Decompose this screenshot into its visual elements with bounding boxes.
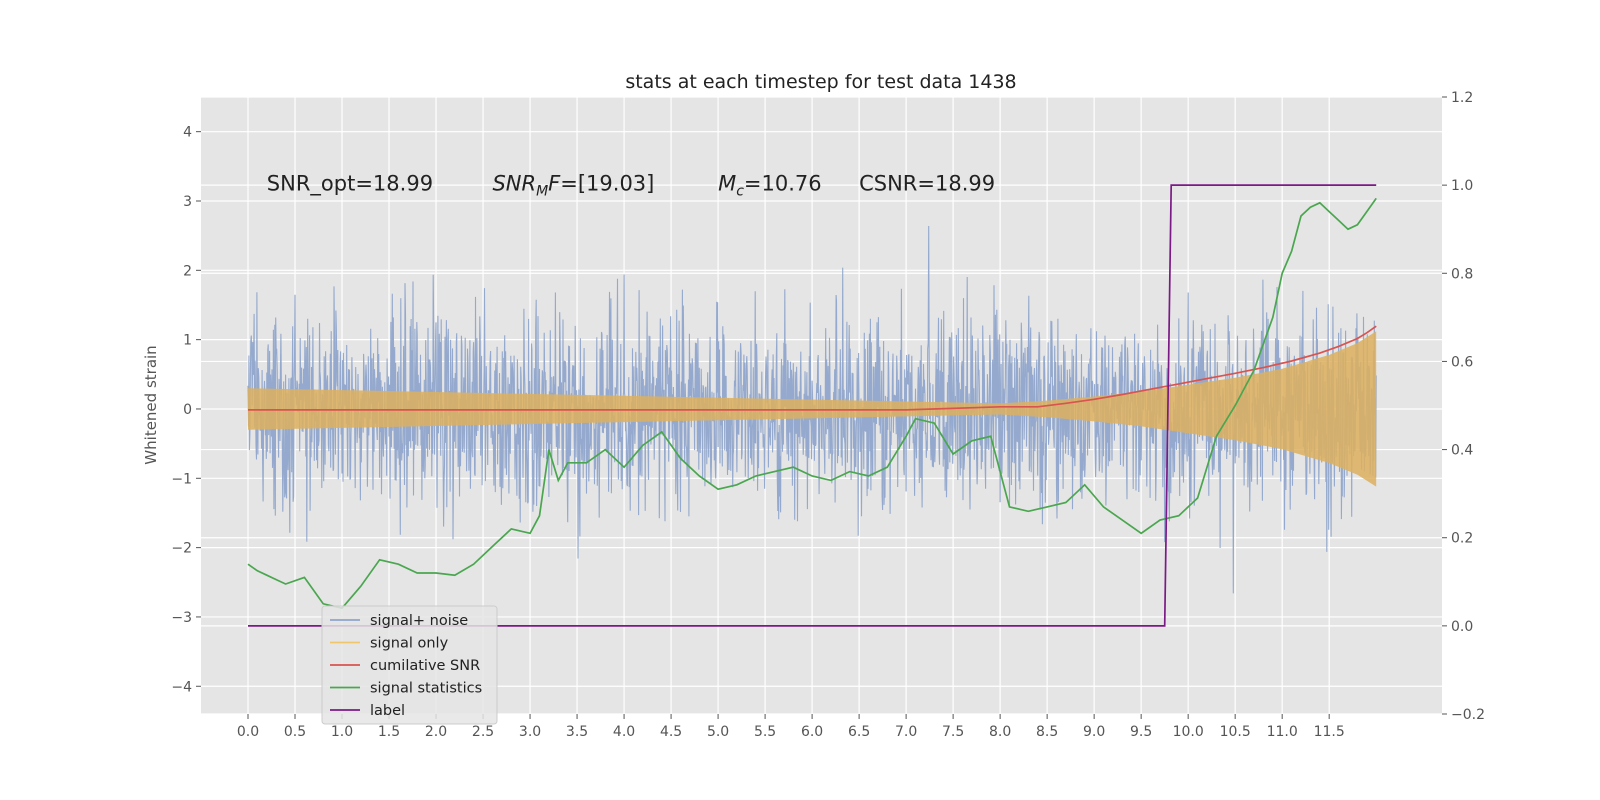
annotations: SNR_opt=18.99 SNRMF=[19.03] Mc=10.76 CSNR=1…	[267, 172, 995, 200]
x-tick-label: 11.0	[1267, 724, 1298, 740]
y-tick-label: −4	[171, 679, 192, 695]
y2-tick-label: 0.4	[1451, 443, 1473, 459]
y-tick-label: 0	[183, 402, 192, 418]
y2-tick-label: −0.2	[1451, 707, 1485, 723]
x-tick-label: 7.0	[895, 724, 917, 740]
x-tick-label: 9.5	[1130, 724, 1152, 740]
legend-label: cumilative SNR	[370, 658, 480, 674]
x-tick-label: 8.0	[989, 724, 1011, 740]
y2-tick-label: 0.2	[1451, 531, 1473, 547]
series-layer	[247, 184, 1377, 627]
y-tick-label: −3	[171, 610, 192, 626]
x-tick-label: 4.0	[613, 724, 635, 740]
legend-label: signal statistics	[370, 681, 482, 697]
series-cumulative-snr	[248, 325, 1377, 411]
x-tick-label: 10.0	[1173, 724, 1204, 740]
x-tick-label: 5.5	[754, 724, 776, 740]
annotation-snr-opt: SNR_opt=18.99	[267, 172, 433, 197]
legend-label: signal only	[370, 636, 449, 652]
y-tick-label: −1	[171, 471, 192, 487]
annotation-snr-mf: SNRMF=[19.03]	[492, 172, 654, 200]
legend-box	[321, 605, 498, 725]
x-tick-label: 10.5	[1220, 724, 1251, 740]
x-tick-label: 11.5	[1314, 724, 1345, 740]
y-tick-label: 1	[183, 333, 192, 349]
x-tick-label: 8.5	[1036, 724, 1058, 740]
series-label	[248, 184, 1377, 627]
y-tick-label: 3	[183, 194, 192, 210]
x-tick-label: 3.0	[519, 724, 541, 740]
y-axis-label: Whitened strain	[142, 345, 160, 464]
x-tick-label: 0.0	[237, 724, 259, 740]
x-tick-label: 0.5	[284, 724, 306, 740]
x-tick-label: 1.5	[378, 724, 400, 740]
legend: signal+ noise signal only cumilative SNR si…	[321, 605, 498, 725]
x-tick-label: 9.0	[1083, 724, 1105, 740]
y2-tick-label: 0.8	[1451, 266, 1473, 282]
y2-tick-label: 1.0	[1451, 178, 1473, 194]
y-tick-label: −2	[171, 541, 192, 557]
legend-label: label	[370, 703, 405, 719]
y2-tick-label: 0.6	[1451, 354, 1473, 370]
y2-tick-label: 0.0	[1451, 619, 1473, 635]
legend-label: signal+ noise	[370, 613, 468, 629]
x-tick-label: 6.5	[848, 724, 870, 740]
x-tick-label: 7.5	[942, 724, 964, 740]
x-tick-label: 6.0	[801, 724, 823, 740]
series-signal-only	[248, 331, 1377, 487]
x-tick-label: 2.0	[425, 724, 447, 740]
y2-tick-label: 1.2	[1451, 90, 1473, 106]
x-tick-label: 4.5	[660, 724, 682, 740]
x-tick-label: 1.0	[331, 724, 353, 740]
x-tick-label: 3.5	[566, 724, 588, 740]
chart-title: stats at each timestep for test data 143…	[625, 71, 1016, 93]
y-tick-label: 2	[183, 263, 192, 279]
x-tick-label: 5.0	[707, 724, 729, 740]
y-tick-label: 4	[183, 125, 192, 141]
annotation-chirp-mass: Mc=10.76	[718, 172, 822, 200]
series-signal-noise	[247, 225, 1377, 594]
series-signal-statistics	[247, 197, 1377, 610]
x-tick-label: 2.5	[472, 724, 494, 740]
annotation-csnr: CSNR=18.99	[859, 172, 995, 196]
axes: 0.0 0.5 1.0 1.5 2.0 2.5 3.0 3.5 4.0 4.5 5.0 5.5 6.0 6…	[171, 90, 1485, 740]
